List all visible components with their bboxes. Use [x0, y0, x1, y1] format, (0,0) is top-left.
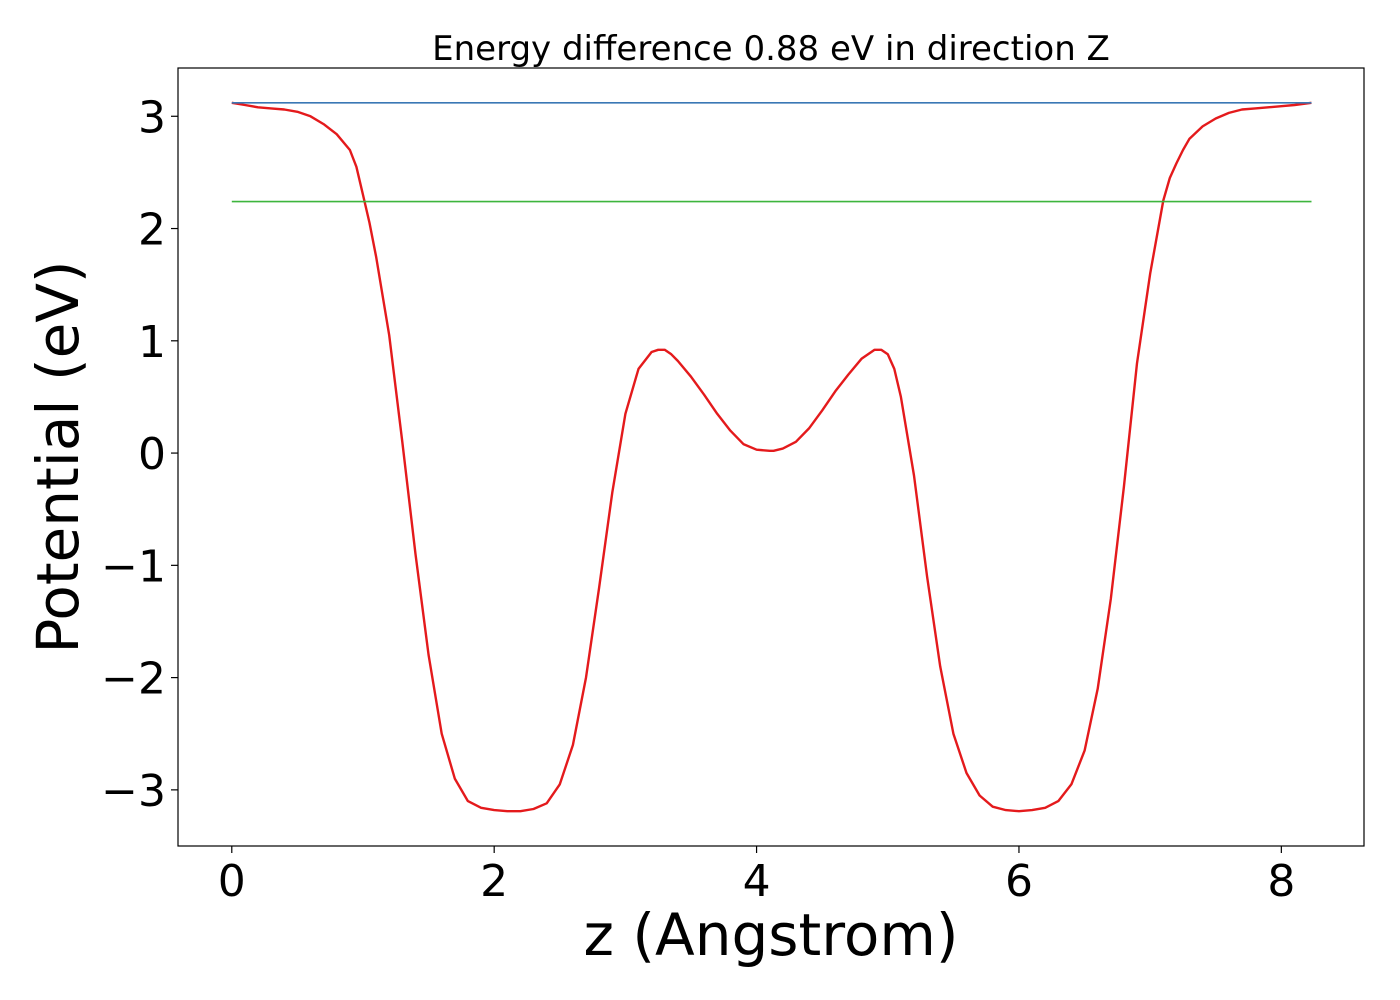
x-tick-label: 6 — [1005, 856, 1033, 907]
y-tick-label: −1 — [101, 541, 166, 592]
chart-title: Energy difference 0.88 eV in direction Z — [432, 29, 1110, 69]
y-tick-label: −2 — [101, 654, 166, 705]
series-line-1 — [231, 101, 1312, 813]
plot-lines — [231, 101, 1312, 813]
x-tick-label: 2 — [480, 856, 508, 907]
x-tick-label: 4 — [743, 856, 771, 907]
y-tick-label: 1 — [138, 317, 166, 368]
x-axis-ticks: 0 2 4 6 8 — [218, 846, 1295, 907]
x-tick-label: 0 — [218, 856, 246, 907]
plot-frame — [177, 67, 1365, 847]
y-axis-ticks: 3 2 1 0 −1 −2 −3 — [101, 92, 178, 817]
x-tick-label: 8 — [1267, 856, 1295, 907]
y-tick-label: 2 — [138, 205, 166, 256]
y-tick-label: 0 — [138, 429, 166, 480]
y-tick-label: −3 — [101, 766, 166, 817]
y-tick-label: 3 — [138, 92, 166, 143]
x-axis-label: z (Angstrom) — [584, 901, 959, 969]
y-axis-label: Potential (eV) — [24, 260, 92, 653]
